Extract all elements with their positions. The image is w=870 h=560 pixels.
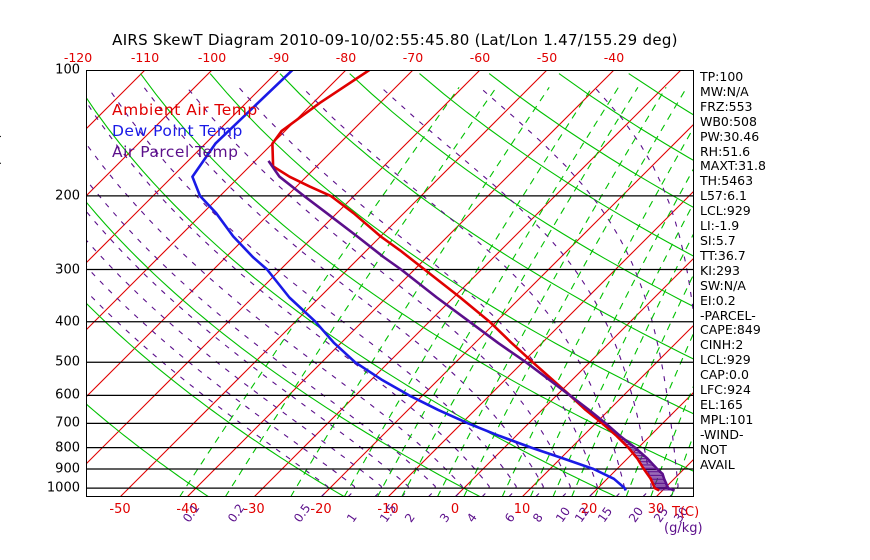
top-temp-tick: -70 [402,50,424,65]
parameter-row: FRZ:553 [700,98,753,114]
pressure-tick: 1000 [46,480,80,496]
pressure-tick: 100 [55,62,80,78]
parameter-row: MW:N/A [700,83,749,99]
skewt-grid [86,70,694,497]
bottom-temp-tick: 30 [647,502,665,517]
parameter-row: LCL:929 [700,203,751,219]
mixing-ratio-tick: 10 [552,504,574,526]
parameter-row: MAXT:31.8 [700,158,766,174]
parameter-row: CINH:2 [700,337,744,353]
parameter-row: -WIND- [700,426,744,442]
parameter-row: RH:51.6 [700,143,751,159]
top-temp-tick: -120 [63,50,93,65]
parameter-row: SI:5.7 [700,232,736,248]
pressure-tick: 600 [55,387,80,403]
legend-dew-point-temp: Dew Point Temp [112,122,243,140]
top-temp-tick: -90 [268,50,290,65]
parameter-row: NOT [700,441,727,457]
parameter-row: TT:36.7 [700,247,746,263]
parameter-row: LCL:929 [700,352,751,368]
pressure-tick: 400 [55,314,80,330]
mixing-ratio-tick: 2 [401,510,418,526]
parameter-row: CAP:0.0 [700,367,749,383]
pressure-tick: 500 [55,354,80,370]
top-temp-tick: -50 [536,50,558,65]
parameter-row: LFC:924 [700,382,751,398]
parameter-row: LI:-1.9 [700,218,740,234]
bottom-temp-tick: -20 [310,502,332,517]
parameter-row: AVAIL [700,456,735,472]
top-temp-tick: -60 [469,50,491,65]
top-temp-tick: -100 [197,50,227,65]
mixing-ratio-tick: 8 [530,510,547,526]
top-temp-tick: -110 [130,50,160,65]
bottom-temp-tick: 20 [580,502,598,517]
mixing-ratio-tick: 1 [344,510,360,526]
skewt-data-curves [191,70,676,492]
pressure-tick: 300 [55,262,80,277]
parameter-row: EL:165 [700,396,743,412]
parameter-row: TP:100 [700,69,744,84]
legend-ambient-air-temp: Ambient Air Temp [112,101,258,119]
parameter-row: WB0:508 [700,113,757,129]
pressure-tick: 900 [55,461,80,477]
pressure-tick: 200 [55,188,80,204]
pressure-tick: 800 [55,440,80,456]
parameter-row: TH:5463 [700,173,754,189]
parameter-row: -PARCEL- [700,307,756,323]
bottom-temp-tick: 10 [513,502,531,517]
top-temp-tick: -80 [335,50,357,65]
parameter-row: MPL:101 [700,411,754,427]
mixing-ratio-tick: 15 [595,504,616,526]
parameter-row: EI:0.2 [700,292,736,308]
parameter-row: L57:6.1 [700,188,747,204]
mixing-ratio-tick: 4 [463,510,480,526]
bottom-temp-tick: -50 [109,502,131,517]
parameter-panel: TP:100 MW:N/A FRZ:553 WB0:508 PW:30.46 RH:51.… [700,69,795,472]
legend-air-parcel-temp: Air Parcel Temp [112,143,239,161]
parameter-row: KI:293 [700,262,740,278]
bottom-temp-tick: 0 [450,502,460,517]
parameter-row: SW:N/A [700,277,746,293]
mixing-ratio-unit-label: (g/kg) [664,521,703,536]
pressure-axis-title: PRESSURE (MB) [0,132,3,248]
bottom-temp-tick: -10 [377,502,399,517]
top-temp-tick: -40 [603,50,625,65]
page-title: AIRS SkewT Diagram 2010-09-10/02:55:45.8… [112,31,678,49]
plot-area [86,70,694,497]
pressure-tick: 700 [55,415,80,431]
bottom-temp-tick: -30 [243,502,265,517]
parameter-row: CAPE:849 [700,322,761,338]
parameter-row: PW:30.46 [700,128,760,144]
mixing-ratio-tick: 20 [626,504,647,526]
bottom-temp-tick: -40 [176,502,198,517]
temperature-unit-label: T(C) [672,505,700,520]
